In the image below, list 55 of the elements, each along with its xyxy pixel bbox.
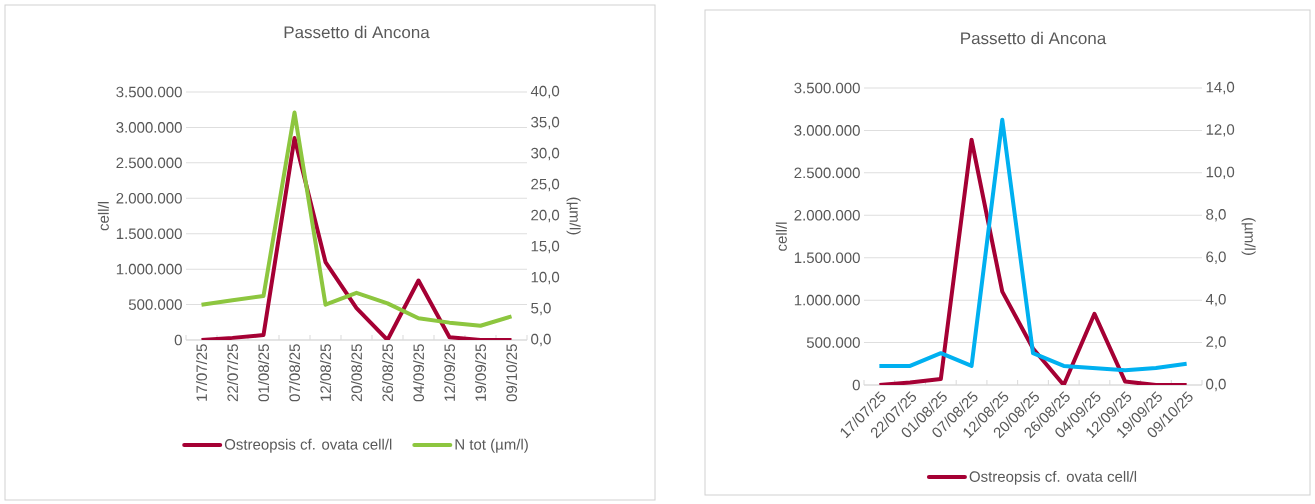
y2-tick-label: 25,0	[531, 178, 560, 192]
y2-tick-label: 12,0	[1206, 124, 1235, 137]
y-tick-label: 3.000.000	[116, 122, 182, 133]
chart-title: Passetto di Ancona	[284, 25, 430, 39]
y-tick-label: 0	[852, 379, 860, 391]
x-tick-label: 22/07/25	[227, 344, 239, 402]
y-tick-label: 3.000.000	[794, 125, 860, 136]
y-tick-label: 2.500.000	[116, 157, 182, 169]
legend-label: N tot (µm/l)	[455, 438, 528, 453]
y2-axis-title: (µm/l)	[566, 197, 581, 235]
y-axis-title: cell/l	[775, 222, 787, 251]
y2-tick-label: 4,0	[1205, 293, 1226, 307]
x-tick-label: 19/09/25	[475, 344, 487, 401]
x-tick-label: 12/09/25	[444, 344, 456, 401]
line-series	[199, 110, 514, 328]
y2-tick-label: 0,0	[531, 333, 551, 347]
y2-tick-label: 6,0	[1206, 251, 1226, 264]
x-tick-label: 17/07/25	[196, 344, 208, 401]
y-tick-label: 1.000.000	[116, 263, 182, 275]
y-tick-label: 500.000	[128, 299, 182, 310]
y-tick-label: 2.000.000	[116, 192, 182, 204]
y2-tick-label: 5,0	[531, 302, 551, 316]
y-tick-label: 1.000.000	[794, 294, 860, 306]
y-tick-label: 1.500.000	[116, 228, 182, 240]
y2-tick-label: 8,0	[1206, 209, 1226, 222]
x-tick-label: 12/08/25	[320, 344, 332, 401]
y-tick-label: 1.500.000	[794, 252, 860, 264]
y2-tick-label: 10,0	[531, 271, 560, 285]
x-tick-label: 04/09/25	[413, 344, 425, 402]
y2-tick-label: 14,0	[1206, 81, 1235, 95]
y-tick-label: 3.500.000	[116, 86, 182, 98]
y-tick-label: 3.500.000	[794, 82, 860, 94]
y2-tick-label: 30,0	[531, 147, 560, 161]
y2-tick-label: 35,0	[531, 116, 560, 130]
y2-tick-label: 0,0	[1206, 378, 1226, 392]
y-tick-label: 500.000	[806, 337, 860, 348]
y2-tick-label: 10,0	[1206, 166, 1235, 180]
y2-tick-label: 40,0	[530, 85, 560, 99]
line-series	[199, 136, 514, 340]
y-tick-label: 2.500.000	[794, 167, 860, 179]
x-tick-label: 09/10/25	[506, 344, 518, 402]
y-tick-label: 0	[174, 334, 182, 346]
legend-label: Ostreopsis cf. ovata cell/l	[969, 470, 1137, 485]
y2-tick-label: 15,0	[531, 240, 560, 254]
x-tick-label: 20/08/25	[351, 344, 363, 402]
legend-label: Ostreopsis cf. ovata cell/l	[224, 438, 392, 453]
chart-title: Passetto di Ancona	[961, 31, 1107, 45]
x-tick-label: 26/08/25	[382, 344, 394, 402]
x-tick-label: 01/08/25	[258, 344, 270, 402]
x-tick-label: 07/08/25	[289, 344, 301, 402]
y2-tick-label: 2,0	[1206, 336, 1226, 349]
y-axis-title: cell/l	[97, 202, 109, 231]
y2-tick-label: 20,0	[531, 209, 560, 223]
y2-axis-title: (µm/l)	[1241, 218, 1256, 255]
y-tick-label: 2.000.000	[794, 209, 860, 221]
